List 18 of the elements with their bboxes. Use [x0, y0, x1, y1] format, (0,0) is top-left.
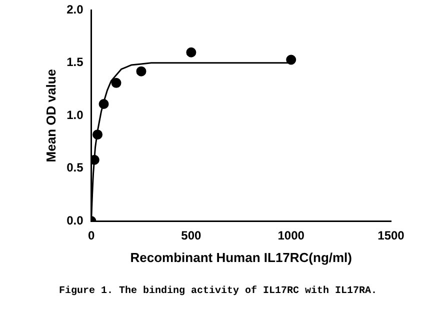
- x-tick-label: 500: [181, 228, 202, 243]
- x-tick-label: 1500: [378, 228, 405, 243]
- x-axis-title: Recombinant Human IL17RC(ng/ml): [130, 250, 352, 265]
- x-tick-label: 1000: [278, 228, 305, 243]
- point: [98, 99, 109, 110]
- y-tick-label: 1.5: [66, 55, 84, 70]
- point: [92, 130, 103, 140]
- point: [286, 54, 296, 65]
- point: [136, 66, 146, 76]
- point: [186, 47, 196, 58]
- point: [111, 78, 122, 88]
- y-tick-label: 0.0: [66, 213, 84, 228]
- x-tick-label: 0: [88, 228, 95, 243]
- y-tick-label: 1.0: [66, 108, 84, 122]
- y-axis-title: Mean OD value: [43, 69, 58, 162]
- caption: Figure 1. The binding activity of IL17RC with IL17RA.: [58, 286, 378, 297]
- y-tick-label: 0.5: [66, 160, 84, 175]
- y-tick-label: 2.0: [66, 2, 84, 17]
